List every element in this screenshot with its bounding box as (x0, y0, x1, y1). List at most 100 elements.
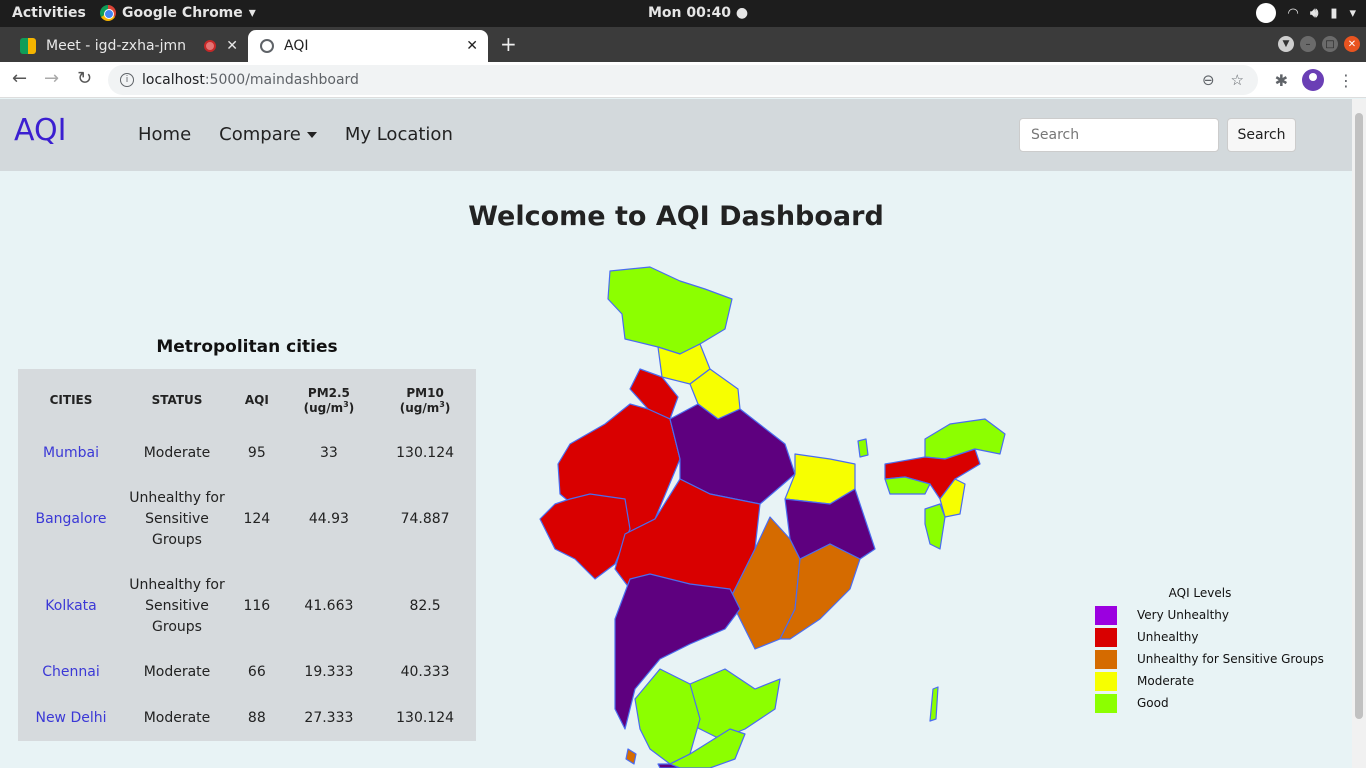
tab-label: AQI (284, 38, 309, 54)
region-jammu-kashmir[interactable] (607, 266, 733, 355)
nav-home[interactable]: Home (138, 124, 192, 145)
page-content: AQI Home Compare My Location Search Welc… (0, 99, 1352, 768)
window-controls: – □ ✕ (1300, 36, 1360, 52)
region-meghalaya[interactable] (884, 476, 931, 495)
aqi-cell: 124 (243, 511, 271, 527)
pm10-cell: 130.124 (396, 445, 455, 461)
extensions-icon[interactable]: ✱ (1274, 70, 1288, 90)
table-header-row: CITIES STATUS AQI PM2.5 (ug/m3) PM10 (ug/m… (18, 369, 476, 431)
tab-aqi[interactable]: AQI ✕ (248, 30, 488, 62)
legend-swatch (1095, 605, 1117, 625)
region-maharashtra[interactable] (614, 573, 741, 730)
search-input[interactable] (1019, 118, 1219, 152)
city-link-chennai[interactable]: Chennai (42, 664, 100, 680)
search-button[interactable]: Search (1227, 118, 1296, 152)
chevron-down-icon: ▾ (1349, 5, 1356, 21)
region-mizoram[interactable] (924, 503, 946, 550)
city-link-kolkata[interactable]: Kolkata (45, 598, 97, 614)
region-andaman[interactable] (929, 686, 939, 722)
legend-item: Good (1095, 692, 1324, 714)
unit-prefix: (ug/m (399, 400, 440, 415)
metro-cities-table: CITIES STATUS AQI PM2.5 (ug/m3) PM10 (ug/m… (18, 369, 476, 741)
system-tray[interactable]: ◠ 🔊︎ ▮ ▾ (1256, 3, 1356, 23)
pm25-cell: 19.333 (304, 664, 354, 680)
url-host: localhost (142, 72, 205, 88)
close-icon[interactable]: ✕ (466, 38, 478, 54)
new-tab-button[interactable]: + (500, 32, 517, 56)
brand-logo[interactable]: AQI (14, 113, 67, 148)
recording-icon (204, 40, 216, 52)
legend-item: Moderate (1095, 670, 1324, 692)
info-icon[interactable]: i (120, 73, 134, 87)
site-navbar: AQI Home Compare My Location Search (0, 99, 1352, 171)
col-pm10: PM10 (ug/m3) (374, 369, 476, 431)
close-icon[interactable]: ✕ (226, 38, 238, 54)
col-aqi: AQI (244, 393, 269, 407)
aqi-legend: AQI Levels Very Unhealthy Unhealthy Unhe… (1095, 586, 1324, 714)
back-arrow-icon[interactable]: ← (12, 68, 28, 89)
nav-compare-dropdown[interactable]: Compare (219, 124, 317, 145)
obs-icon[interactable] (1256, 3, 1277, 23)
meet-icon (20, 38, 36, 54)
nav-compare-label: Compare (219, 124, 301, 145)
legend-title: AQI Levels (1168, 586, 1232, 600)
url-path: :5000/maindashboard (204, 72, 359, 88)
clock[interactable]: Mon 00:40 ● (648, 5, 749, 21)
tab-search-icon[interactable]: ▼ (1278, 36, 1294, 52)
unit-exp: 3 (439, 399, 445, 409)
tab-meet[interactable]: Meet - igd-zxha-jmn ✕ (8, 30, 248, 62)
profile-avatar[interactable] (1302, 69, 1324, 91)
region-gujarat[interactable] (539, 493, 631, 580)
battery-icon: ▮ (1330, 5, 1338, 21)
status-cell: Unhealthy for Sensitive Groups (129, 490, 225, 548)
region-telangana[interactable] (689, 668, 781, 740)
app-menu-label: Google Chrome (122, 5, 243, 21)
status-cell: Moderate (143, 664, 211, 680)
chevron-down-icon: ▾ (248, 5, 256, 21)
city-link-mumbai[interactable]: Mumbai (43, 445, 99, 461)
wifi-icon: ◠ (1288, 5, 1299, 21)
city-link-new-delhi[interactable]: New Delhi (35, 709, 107, 726)
legend-swatch (1095, 627, 1117, 647)
region-jharkhand[interactable] (784, 488, 876, 560)
address-bar[interactable]: i localhost:5000/maindashboard ⊖ ☆ (108, 65, 1258, 95)
star-icon[interactable]: ☆ (1230, 71, 1244, 89)
pm25-cell: 27.333 (304, 709, 354, 726)
zoom-icon[interactable]: ⊖ (1201, 71, 1215, 89)
region-sikkim[interactable] (857, 438, 869, 458)
menu-icon[interactable]: ⋮ (1338, 70, 1354, 90)
table-row: Chennai Moderate 66 19.333 40.333 (18, 650, 476, 695)
scrollbar-thumb[interactable] (1355, 113, 1363, 719)
pm10-cell: 40.333 (400, 664, 450, 680)
legend-swatch (1095, 693, 1117, 713)
legend-item: Very Unhealthy (1095, 604, 1324, 626)
page-scrollbar[interactable] (1352, 99, 1366, 768)
city-link-bangalore[interactable]: Bangalore (35, 511, 107, 527)
reload-icon[interactable]: ↻ (77, 68, 93, 89)
pm10-cell: 82.5 (409, 598, 441, 614)
close-window-icon[interactable]: ✕ (1344, 36, 1360, 52)
col-pm25: PM2.5 (ug/m3) (284, 369, 375, 431)
region-kerala[interactable] (657, 763, 681, 768)
region-tamil-nadu[interactable] (669, 728, 746, 768)
table-row: Mumbai Moderate 95 33 130.124 (18, 431, 476, 476)
india-aqi-map[interactable] (530, 259, 1010, 768)
region-goa[interactable] (625, 748, 637, 765)
minimize-icon[interactable]: – (1300, 36, 1316, 52)
unit-prefix: (ug/m (303, 400, 344, 415)
legend-label: Unhealthy for Sensitive Groups (1137, 652, 1324, 666)
app-menu[interactable]: Google Chrome ▾ (100, 5, 256, 21)
caret-down-icon (306, 132, 317, 138)
nav-my-location[interactable]: My Location (344, 124, 453, 145)
tab-label: Meet - igd-zxha-jmn (46, 38, 186, 54)
status-cell: Moderate (143, 445, 211, 461)
col-status: STATUS (151, 393, 203, 407)
pm25-cell: 44.93 (308, 511, 349, 527)
unit-suffix: ) (444, 400, 451, 415)
region-odisha[interactable] (779, 543, 861, 640)
col-cities: CITIES (49, 393, 93, 407)
maximize-icon[interactable]: □ (1322, 36, 1338, 52)
aqi-cell: 88 (247, 709, 266, 726)
forward-arrow-icon[interactable]: → (44, 68, 60, 89)
activities-button[interactable]: Activities (12, 5, 86, 21)
